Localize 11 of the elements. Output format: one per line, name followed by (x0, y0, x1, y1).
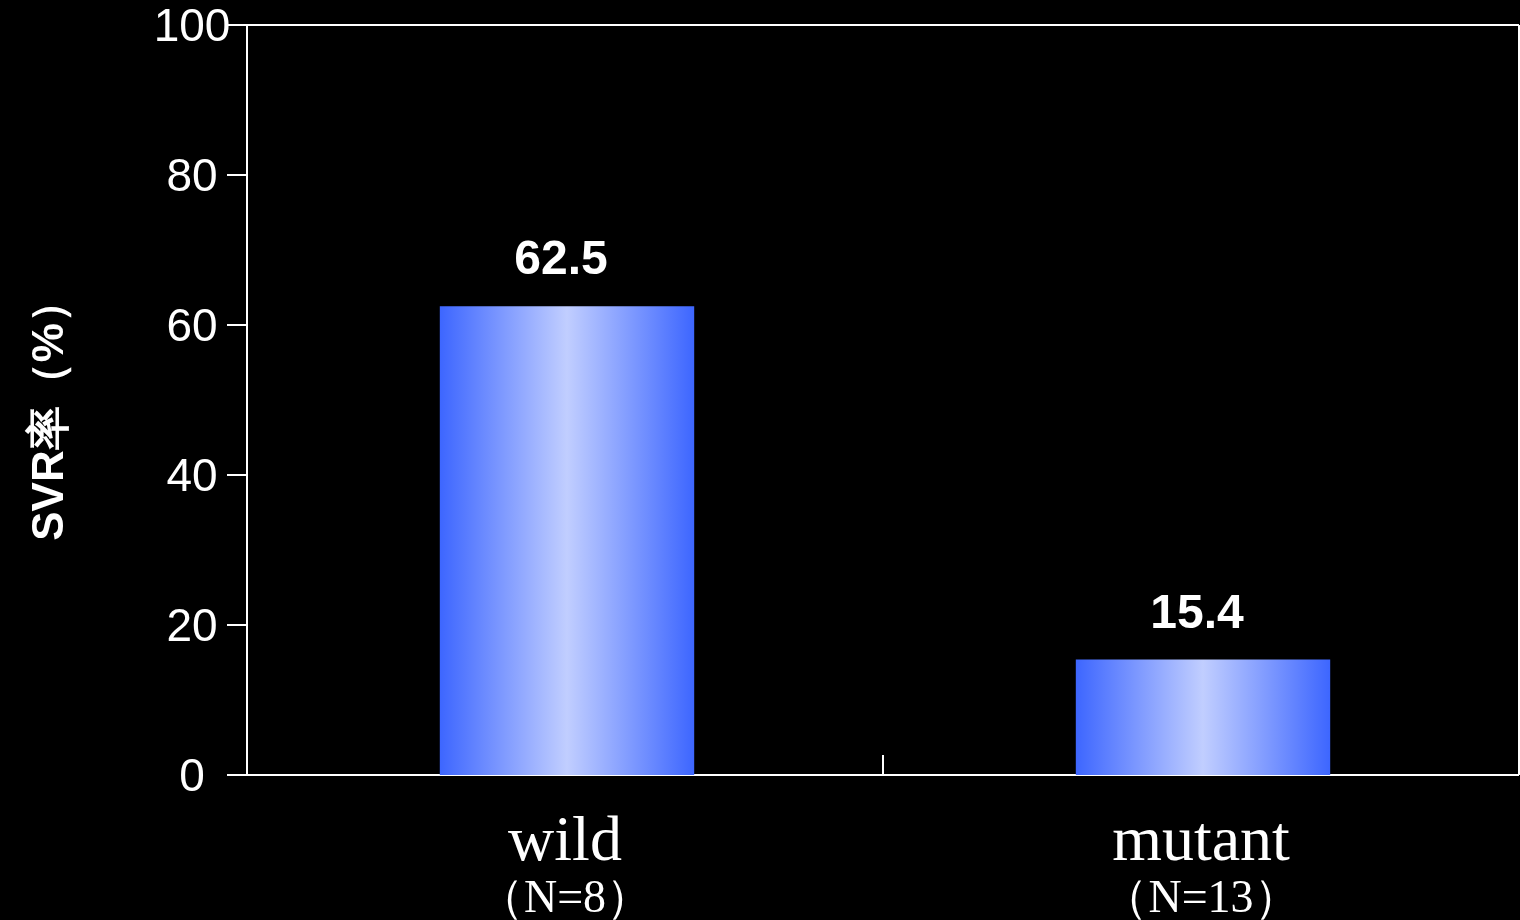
y-tick-label: 60 (166, 299, 218, 351)
data-label: 62.5 (514, 231, 608, 285)
y-tick-label: 100 (153, 0, 231, 51)
y-tick-label: 40 (166, 449, 218, 501)
x-tick-label: mutant （N=13） (1102, 803, 1300, 920)
x-tick-label: wild （N=8） (477, 803, 653, 920)
y-tick-label: 80 (166, 149, 218, 201)
y-tick-label: 0 (179, 749, 205, 801)
y-tick-label: 20 (166, 599, 218, 651)
data-label: 15.4 (1150, 584, 1245, 638)
y-axis-title: SVR率（%） (23, 279, 72, 541)
